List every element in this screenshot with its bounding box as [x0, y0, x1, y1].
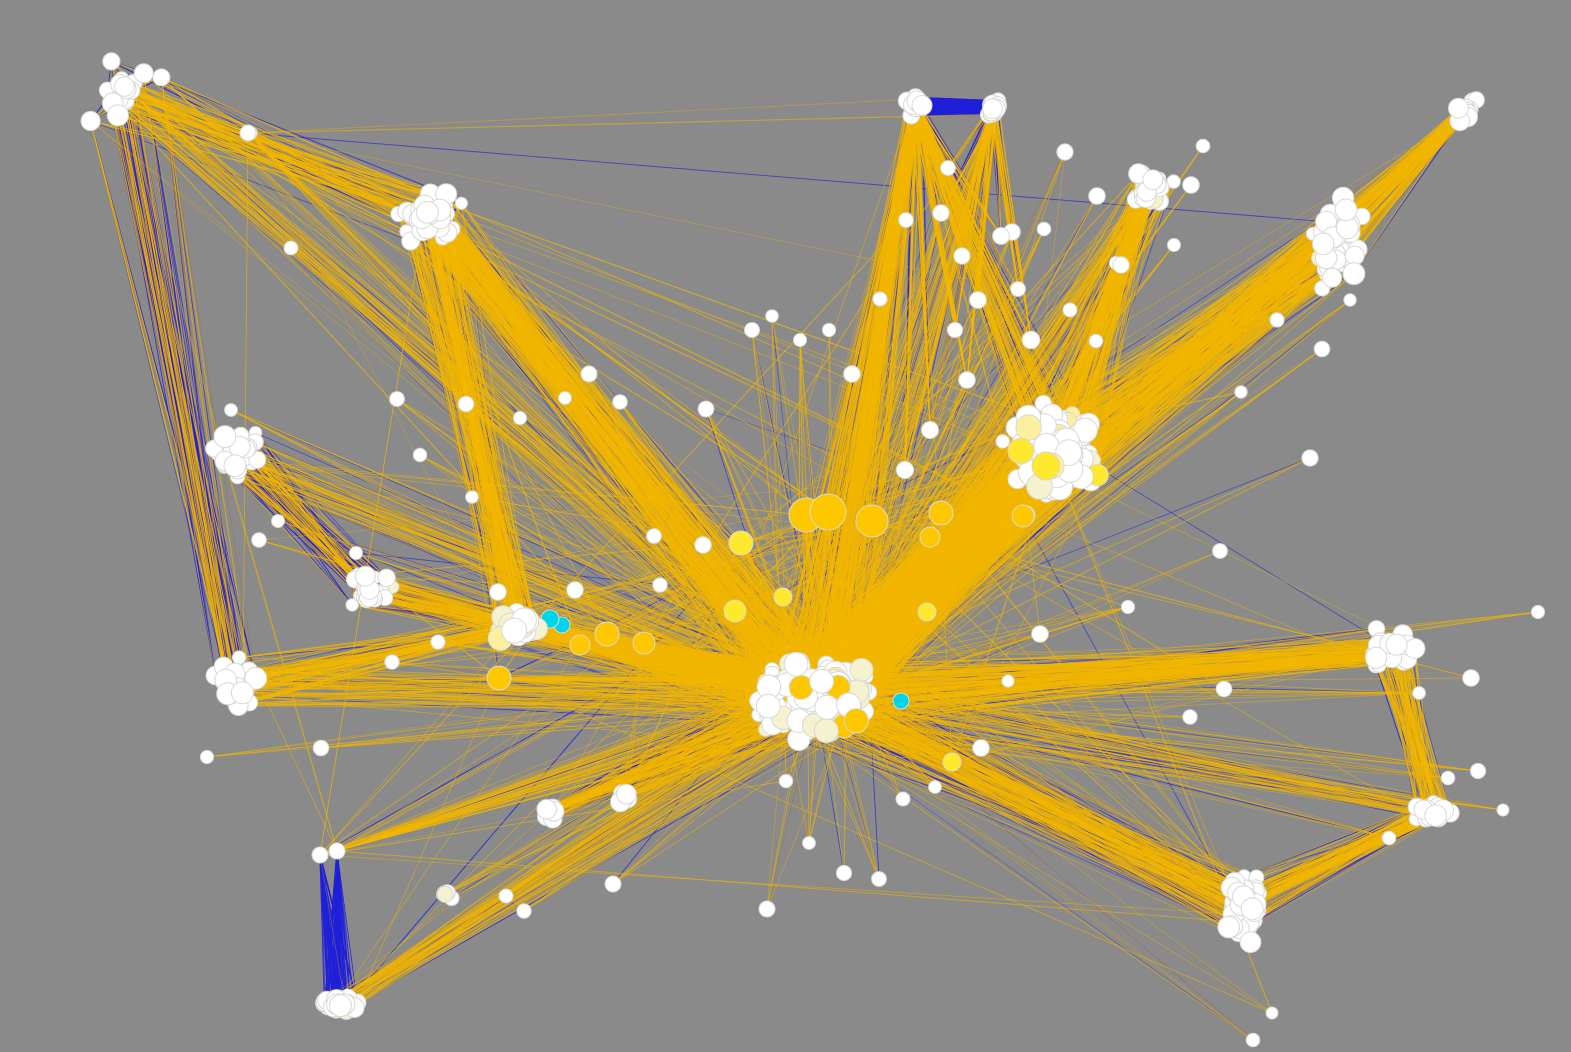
- network-graph[interactable]: [0, 0, 1571, 1052]
- background: [0, 0, 1571, 1052]
- graph-canvas[interactable]: [0, 0, 1571, 1052]
